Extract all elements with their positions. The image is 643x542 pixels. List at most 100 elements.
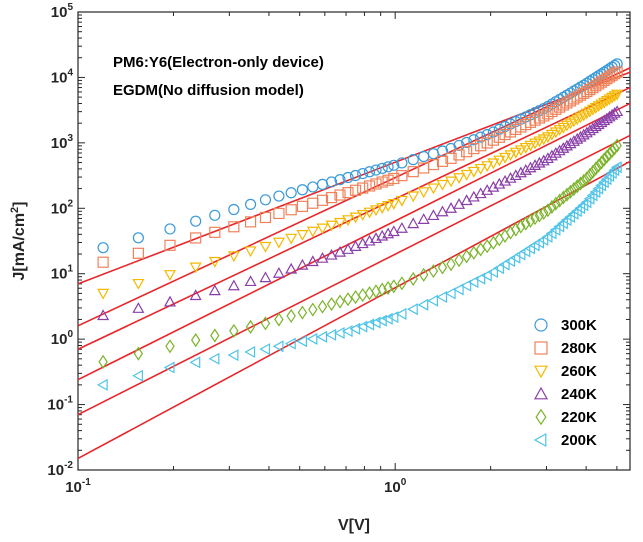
data-point [445,202,458,213]
y-axis-title: J[mA/cm2] [9,201,28,280]
data-point [460,279,472,292]
data-point [259,211,272,224]
series-240K [97,105,624,321]
data-point [557,99,569,111]
data-point [487,158,500,170]
data-point [584,83,596,96]
data-point [427,209,440,221]
data-point [452,283,464,296]
data-point [133,346,144,361]
data-point [487,134,499,146]
data-point [395,307,407,320]
data-point [334,189,346,201]
data-point [259,194,272,206]
data-point [96,378,108,391]
data-point [286,308,296,323]
data-point [427,183,440,195]
data-point [577,110,590,122]
data-point [227,349,239,362]
data-point [164,223,176,235]
data-point [600,112,613,124]
data-point [453,173,466,184]
fit-line [77,67,631,327]
data-point [229,323,239,338]
data-point [273,190,285,202]
data-point [306,255,319,267]
data-point [589,102,602,114]
data-point [609,141,620,156]
data-point [461,136,473,149]
data-point [608,91,621,103]
data-point [285,204,297,216]
data-point [509,169,522,181]
data-point [333,326,345,340]
data-point [596,155,607,170]
data-point [164,239,176,251]
axis-ticks [77,11,630,471]
data-point [446,257,456,272]
data-point [453,149,465,161]
data-point [603,94,616,106]
data-point [296,335,308,348]
data-point [208,256,221,268]
data-point [611,89,624,101]
data-point [595,116,608,128]
data-point [356,320,368,333]
data-point [370,178,382,190]
data-point [163,270,177,281]
data-point [609,68,621,80]
data-point [444,287,456,300]
data-point [585,167,595,183]
data-point [519,142,532,154]
y-tick-label: 104 [51,67,74,86]
fit-line [77,134,631,416]
data-point [395,195,408,207]
data-point [524,161,537,173]
data-point [97,309,110,321]
data-point [272,340,284,353]
data-point [357,182,369,194]
data-point [363,180,376,192]
legend-marker-280K [534,341,548,355]
data-point [436,205,449,217]
data-point [296,184,309,196]
data-point [509,147,522,159]
data-point [382,201,395,212]
data-point [308,302,318,317]
data-point [210,328,220,343]
data-point [245,319,256,334]
data-point [474,272,486,285]
legend-label-300K: 300K [561,317,597,334]
data-point [97,242,109,254]
data-point [370,164,382,176]
annotation-model: EGDM(No diffusion model) [113,82,304,99]
data-point [417,187,430,199]
data-point [493,177,506,189]
data-point [189,289,202,301]
data-point [541,152,554,164]
data-point [533,156,546,168]
data-point [468,134,480,146]
data-point [296,230,309,241]
legend-label-260K: 260K [561,363,597,380]
data-point [509,251,521,264]
y-tick-label: 10-2 [47,460,73,479]
data-point [593,158,604,173]
data-point [407,191,420,203]
data-point [208,284,221,296]
data-point [468,143,480,155]
data-point [547,199,557,214]
data-point [369,205,383,217]
data-point [539,205,549,221]
data-point [376,162,388,174]
data-point [606,92,619,104]
data-point [572,179,582,194]
x-tick-label: 10-1 [65,477,91,496]
data-point [461,146,473,158]
data-point [595,99,608,111]
data-point [498,258,510,271]
y-tick-label: 100 [51,329,74,348]
data-point [611,105,624,117]
legend-marker-220K [535,408,547,426]
data-point [244,275,257,287]
